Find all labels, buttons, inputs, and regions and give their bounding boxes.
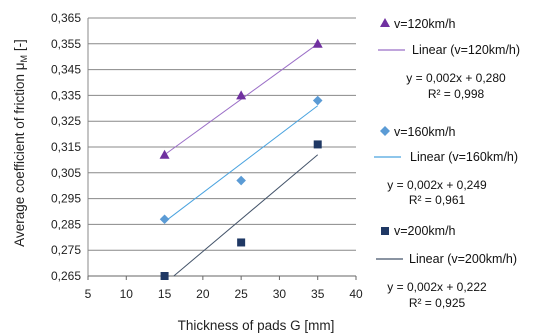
gridlines [88,17,356,277]
y-axis-title-main: Average coefficient of friction μ [12,62,27,246]
trend-equation-1: y = 0,002x + 0,280 [406,71,506,85]
legend-entry-trend-1: Linear (v=120km/h) [378,43,520,57]
data-point-series-2 [312,95,323,106]
data-points [159,38,323,280]
y-axis-title: Average coefficient of friction μM [-] [12,39,29,247]
legend-label-series-1: v=120km/h [394,17,456,31]
trend-r2-3: R² = 0,925 [409,296,466,310]
y-tick-label: 0,335 [51,88,81,102]
axes [87,18,357,280]
x-tick-label: 5 [85,287,92,301]
y-tick-label: 0,265 [51,269,81,283]
legend-entry-series-1: v=120km/h [380,17,456,31]
x-tick-label: 10 [120,287,134,301]
x-tick-label: 20 [196,287,210,301]
y-tick-label: 0,345 [51,63,81,77]
legend-marker-diamond-icon [380,126,390,136]
legend-marker-square-icon [381,227,389,235]
data-point-series-2 [236,175,246,186]
y-axis-title-suffix: [-] [12,39,27,55]
trend-r2-1: R² = 0,998 [428,87,485,101]
trend-r2-2: R² = 0,961 [409,193,466,207]
legend-marker-triangle-icon [380,18,390,27]
y-tick-label: 0,365 [51,11,81,25]
trend-line-series-2 [164,105,319,223]
x-tick-label: 40 [349,287,363,301]
y-tick-label: 0,275 [51,243,81,257]
legend-entry-trend-2: Linear (v=160km/h) [374,150,518,164]
trend-line-series-3 [173,154,319,277]
data-point-series-1 [236,90,247,100]
x-tick-label: 30 [273,287,287,301]
data-point-series-3 [313,140,322,149]
legend-entry-series-2: v=160km/h [380,125,456,139]
y-tick-label: 0,285 [51,217,81,231]
y-tick-label: 0,305 [51,166,81,180]
y-tick-label: 0,295 [51,192,81,206]
legend-label-trend-2: Linear (v=160km/h) [410,150,518,164]
legend: v=120km/h Linear (v=120km/h) y = 0,002x … [374,17,520,310]
y-axis-title-subscript: M [19,55,29,63]
data-point-series-3 [160,272,169,280]
y-tick-label: 0,355 [51,37,81,51]
y-tick-label: 0,315 [51,140,81,154]
y-tick-labels: 0,265 0,275 0,285 0,295 0,305 0,315 0,325 0,335… [51,11,81,283]
data-point-series-1 [312,38,323,48]
data-point-series-1 [159,149,170,159]
data-point-series-3 [237,238,246,247]
legend-label-trend-1: Linear (v=120km/h) [412,43,520,57]
legend-label-series-2: v=160km/h [394,125,456,139]
legend-label-trend-3: Linear (v=200km/h) [409,252,517,266]
trend-equation-3: y = 0,002x + 0,222 [387,280,487,294]
x-tick-label: 15 [158,287,172,301]
y-tick-label: 0,325 [51,114,81,128]
legend-entry-trend-3: Linear (v=200km/h) [376,252,517,266]
x-tick-label: 25 [234,287,248,301]
data-point-series-2 [159,214,170,225]
x-tick-labels: 5 10 15 20 25 30 35 40 [85,287,363,301]
trend-equation-2: y = 0,002x + 0,249 [387,178,487,192]
legend-label-series-3: v=200km/h [394,224,456,238]
x-tick-label: 35 [311,287,325,301]
legend-entry-series-3: v=200km/h [381,224,456,238]
x-axis-title: Thickness of pads G [mm] [178,318,335,333]
